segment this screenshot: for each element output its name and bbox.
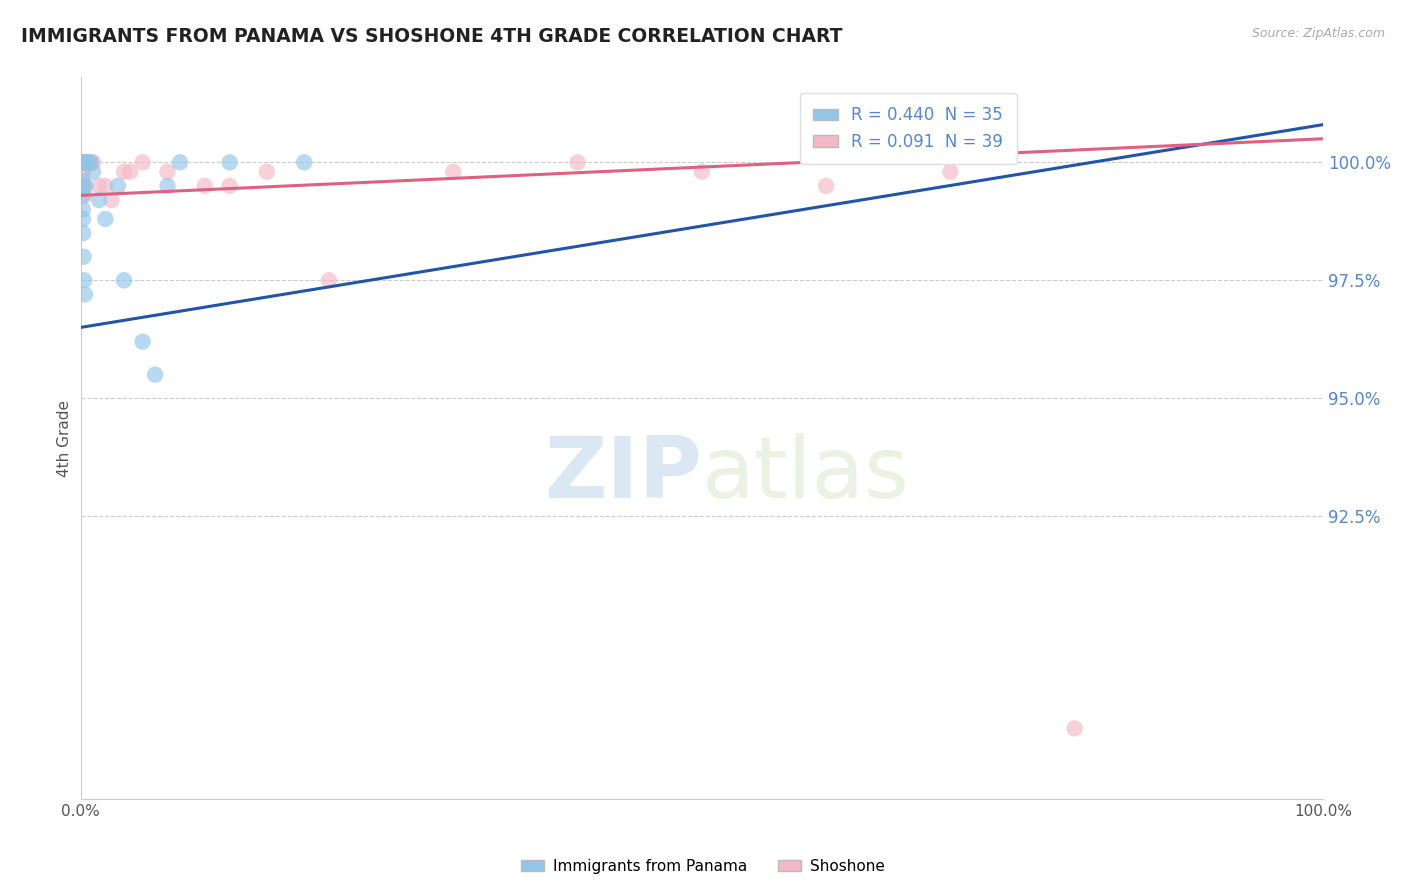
Point <box>441 165 464 179</box>
Point <box>72 155 94 169</box>
Point <box>76 155 98 169</box>
Point <box>70 155 93 169</box>
Point <box>72 178 94 193</box>
Point <box>70 155 93 169</box>
Point <box>72 174 94 188</box>
Text: IMMIGRANTS FROM PANAMA VS SHOSHONE 4TH GRADE CORRELATION CHART: IMMIGRANTS FROM PANAMA VS SHOSHONE 4TH G… <box>21 27 842 45</box>
Point <box>156 178 179 193</box>
Point <box>70 155 93 169</box>
Point <box>73 273 96 287</box>
Point <box>70 155 93 169</box>
Point <box>690 165 713 179</box>
Point <box>73 178 96 193</box>
Point <box>194 178 217 193</box>
Point <box>143 368 166 382</box>
Point <box>70 155 93 169</box>
Point <box>131 155 153 169</box>
Point <box>70 155 93 169</box>
Point <box>72 202 94 217</box>
Point <box>80 155 103 169</box>
Point <box>89 178 111 193</box>
Point <box>1063 722 1085 736</box>
Point <box>70 155 93 169</box>
Point <box>292 155 315 169</box>
Point <box>70 155 93 169</box>
Point <box>70 155 93 169</box>
Point <box>100 193 122 207</box>
Point <box>77 155 100 169</box>
Point <box>70 155 93 169</box>
Y-axis label: 4th Grade: 4th Grade <box>58 400 72 477</box>
Point <box>815 178 838 193</box>
Point <box>72 155 94 169</box>
Point <box>70 155 93 169</box>
Point <box>75 178 97 193</box>
Point <box>218 155 240 169</box>
Point <box>82 155 104 169</box>
Point <box>131 334 153 349</box>
Point <box>939 165 962 179</box>
Point <box>72 165 94 179</box>
Point <box>70 155 93 169</box>
Point <box>72 226 94 240</box>
Point <box>156 165 179 179</box>
Point <box>256 165 278 179</box>
Point <box>89 193 111 207</box>
Point <box>73 188 96 202</box>
Point <box>82 165 104 179</box>
Point <box>72 178 94 193</box>
Point <box>72 155 94 169</box>
Point <box>107 178 129 193</box>
Point <box>218 178 240 193</box>
Point <box>112 165 135 179</box>
Point <box>75 155 97 169</box>
Text: ZIP: ZIP <box>544 433 702 516</box>
Point <box>76 155 98 169</box>
Point <box>70 155 93 169</box>
Point <box>169 155 191 169</box>
Point <box>72 165 94 179</box>
Point <box>70 155 93 169</box>
Text: Source: ZipAtlas.com: Source: ZipAtlas.com <box>1251 27 1385 40</box>
Legend: R = 0.440  N = 35, R = 0.091  N = 39: R = 0.440 N = 35, R = 0.091 N = 39 <box>800 93 1017 164</box>
Point <box>120 165 142 179</box>
Point <box>79 155 101 169</box>
Point <box>72 250 94 264</box>
Point <box>73 287 96 301</box>
Point <box>112 273 135 287</box>
Point <box>94 211 117 226</box>
Point <box>70 155 93 169</box>
Point <box>70 155 93 169</box>
Point <box>72 188 94 202</box>
Point <box>79 155 101 169</box>
Legend: Immigrants from Panama, Shoshone: Immigrants from Panama, Shoshone <box>515 853 891 880</box>
Point <box>72 155 94 169</box>
Point <box>77 155 100 169</box>
Point <box>70 155 93 169</box>
Point <box>567 155 589 169</box>
Text: atlas: atlas <box>702 433 910 516</box>
Point <box>94 178 117 193</box>
Point <box>318 273 340 287</box>
Point <box>77 155 100 169</box>
Point <box>72 211 94 226</box>
